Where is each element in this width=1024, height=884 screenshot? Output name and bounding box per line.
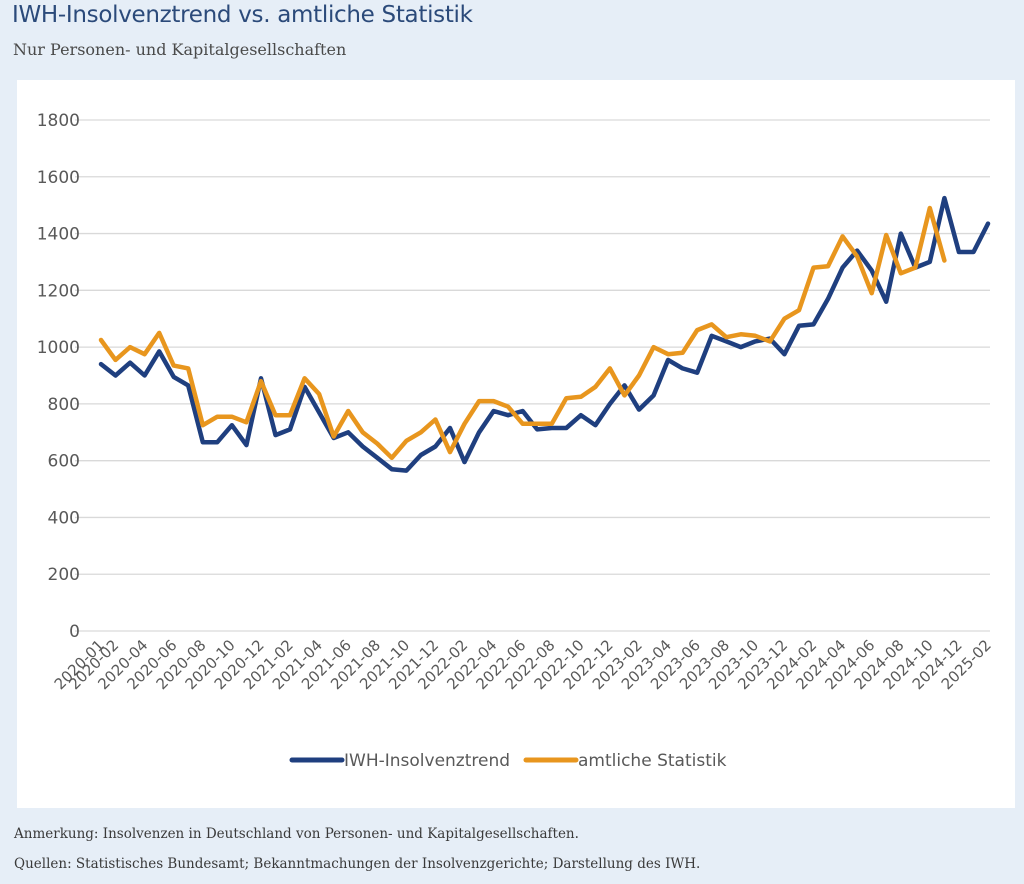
series-line-iwh-insolvenztrend [98,195,991,473]
legend-label: amtliche Statistik [578,751,727,771]
y-tick-label: 800 [48,395,80,415]
y-tick-label: 600 [48,452,80,472]
y-tick-label: 1800 [37,111,80,131]
y-tick-label: 400 [48,508,80,528]
footnote-sources: Quellen: Statistisches Bundesamt; Bekann… [14,856,701,872]
chart-title: IWH-Insolvenztrend vs. amtliche Statisti… [12,2,473,28]
y-tick-label: 1000 [37,338,80,358]
series-line-amtliche-statistik [98,205,947,461]
footnote-remark: Anmerkung: Insolvenzen in Deutschland vo… [14,826,579,842]
legend-label: IWH-Insolvenztrend [344,751,510,771]
chart-subtitle: Nur Personen- und Kapitalgesellschaften [13,40,347,59]
y-tick-label: 1600 [37,168,80,188]
y-tick-label: 1400 [37,225,80,245]
y-tick-label: 200 [48,565,80,585]
chart-panel [17,80,1015,808]
y-tick-label: 1200 [37,281,80,301]
y-tick-label: 0 [69,622,80,642]
